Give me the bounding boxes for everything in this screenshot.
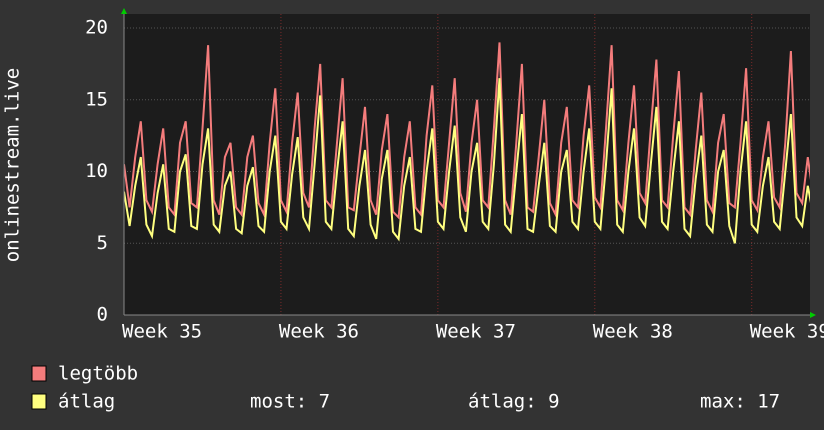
y-tick-label: 10 xyxy=(85,160,108,182)
x-tick-label: Week 38 xyxy=(593,321,673,343)
legend-swatch xyxy=(31,365,47,382)
series-line xyxy=(124,78,810,244)
legend-swatch xyxy=(31,393,47,410)
x-tick-label: Week 35 xyxy=(122,321,202,343)
legend-stat: max: 17 xyxy=(700,391,780,413)
y-arrow xyxy=(121,8,127,14)
plot-area xyxy=(124,14,810,315)
series-line xyxy=(124,42,810,220)
y-tick-label: 20 xyxy=(85,17,108,39)
x-arrow xyxy=(810,312,816,318)
legend-stat: átlag: 9 xyxy=(468,391,560,413)
legend-stat: most: 7 xyxy=(250,391,330,413)
legend-label: átlag xyxy=(58,391,115,413)
x-tick-label: Week 39 xyxy=(750,321,824,343)
legend-label: legtöbb xyxy=(58,363,138,385)
y-axis-label: onlinestream.live xyxy=(2,68,24,262)
x-tick-label: Week 37 xyxy=(436,321,516,343)
y-tick-label: 5 xyxy=(97,232,108,254)
y-tick-label: 0 xyxy=(97,304,108,326)
x-tick-label: Week 36 xyxy=(279,321,359,343)
y-tick-label: 15 xyxy=(85,88,108,110)
